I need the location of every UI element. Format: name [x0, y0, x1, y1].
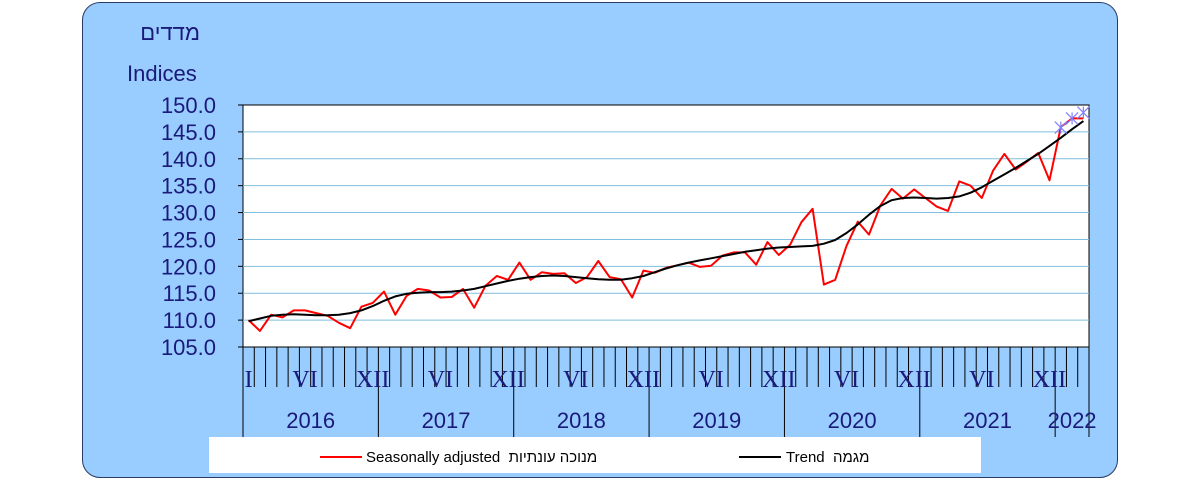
year-label: 2016 — [286, 408, 335, 433]
year-label: 2020 — [828, 408, 877, 433]
year-label: 2018 — [557, 408, 606, 433]
y-tick-label: 145.0 — [161, 120, 216, 145]
plot-area — [242, 104, 1090, 348]
grid-lines — [243, 131, 1089, 321]
month-tick-label: XII — [897, 367, 930, 393]
y-axis-ticks: 150.0145.0140.0135.0130.0125.0120.0115.0… — [161, 93, 243, 360]
y-axis-label-english: Indices — [127, 61, 197, 86]
legend-box — [209, 437, 981, 473]
series-group — [247, 117, 1084, 332]
forecast-markers — [1054, 106, 1090, 135]
year-label: 2019 — [692, 408, 741, 433]
y-tick-label: 130.0 — [161, 201, 216, 226]
month-tick-label: XII — [491, 367, 524, 393]
y-tick-label: 140.0 — [161, 147, 216, 172]
legend-label-seasonally-adjusted: Seasonally adjusted מנוכה עונתיות — [366, 449, 597, 466]
month-tick-label: I — [245, 367, 253, 393]
month-tick-label: XII — [356, 367, 389, 393]
month-tick-label: VI — [292, 367, 317, 393]
month-tick-label: XII — [1033, 367, 1066, 393]
month-tick-label: XII — [627, 367, 660, 393]
legend-label-trend: Trend מגמה — [786, 449, 869, 466]
year-label: 2017 — [422, 408, 471, 433]
y-tick-label: 150.0 — [161, 93, 216, 118]
year-label: 2022 — [1048, 408, 1097, 433]
y-axis-label-hebrew: מדדים — [140, 20, 200, 45]
y-tick-label: 110.0 — [163, 308, 216, 333]
month-tick-label: VI — [969, 367, 994, 393]
month-tick-label: VI — [563, 367, 588, 393]
y-tick-label: 120.0 — [161, 254, 216, 279]
month-tick-label: VI — [834, 367, 859, 393]
y-tick-label: 125.0 — [161, 227, 216, 252]
series-line-trend — [248, 120, 1084, 323]
y-tick-label: 135.0 — [161, 174, 216, 199]
month-tick-label: XII — [762, 367, 795, 393]
year-label: 2021 — [963, 408, 1012, 433]
month-tick-label: VI — [428, 367, 453, 393]
x-axis: I VI XII VI XII VI XII VI XII VI XII VI XII 2016 2017 2… — [242, 347, 1097, 437]
forecast-marker — [1076, 106, 1090, 119]
forecast-marker — [1054, 121, 1068, 135]
forecast-marker — [1065, 112, 1079, 125]
y-tick-label: 115.0 — [163, 281, 216, 306]
y-tick-label: 105.0 — [161, 335, 216, 360]
month-tick-label: VI — [698, 367, 723, 393]
